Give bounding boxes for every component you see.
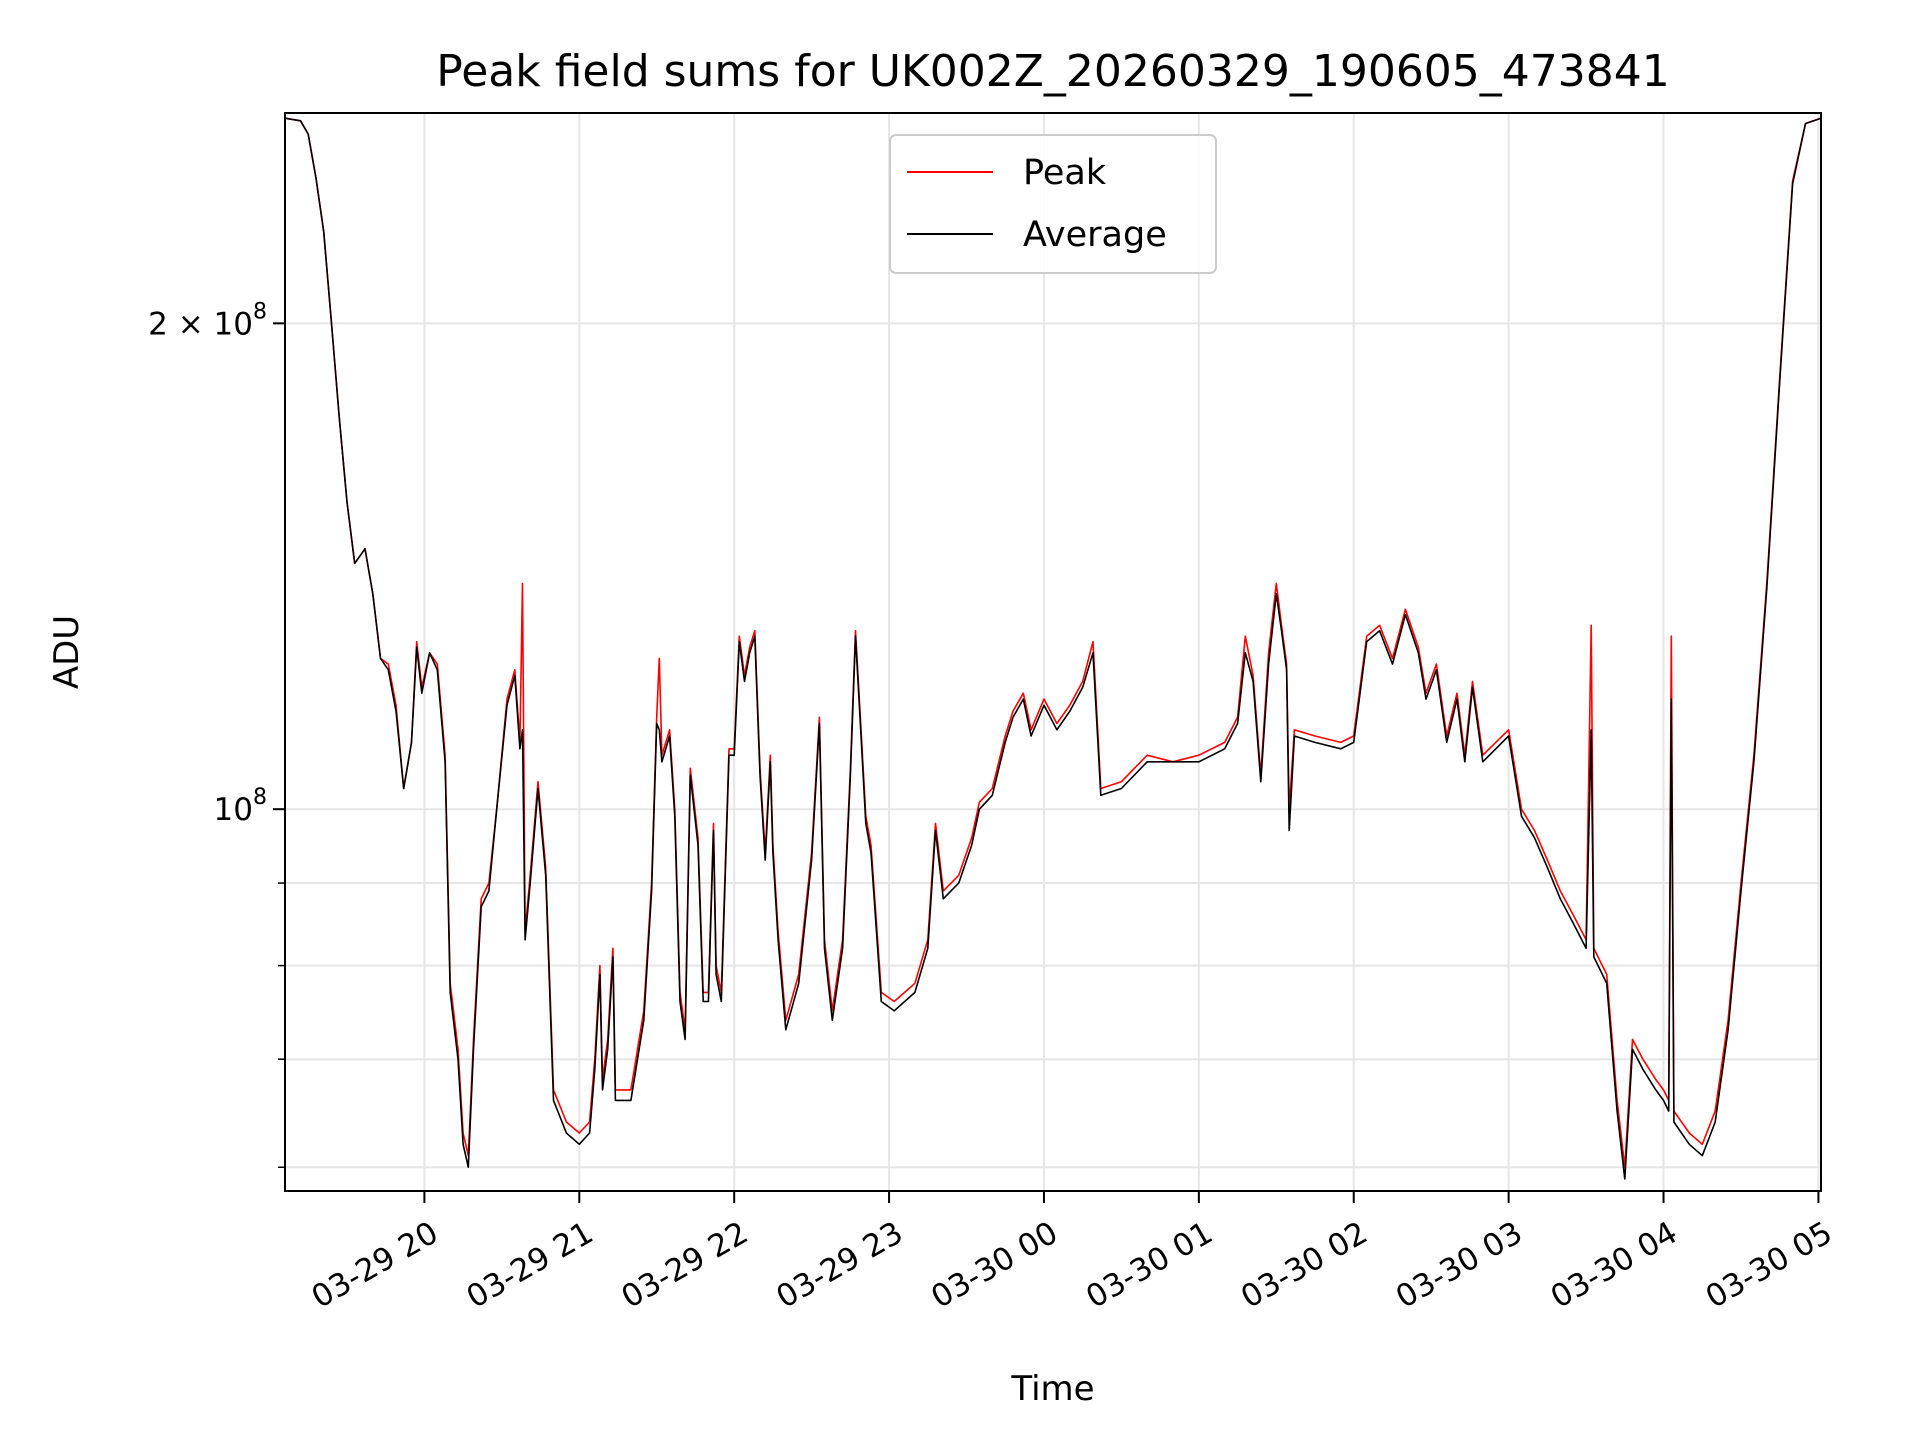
series-layer bbox=[284, 117, 1822, 1180]
series-line-average bbox=[284, 117, 1822, 1180]
y-tick-label: 2 × 108 bbox=[148, 299, 267, 342]
legend-box bbox=[889, 134, 1217, 274]
y-tick-base: 10 bbox=[214, 792, 253, 828]
grid bbox=[285, 113, 1821, 1191]
legend: Peak Average bbox=[889, 134, 1217, 274]
legend-label-average: Average bbox=[1023, 215, 1167, 255]
y-tick-coefficient: 2 × bbox=[148, 306, 213, 342]
y-tick-exponent: 8 bbox=[253, 785, 267, 810]
plot-frame bbox=[284, 112, 1822, 1192]
chart-title: Peak field sums for UK002Z_20260329_1906… bbox=[436, 46, 1670, 97]
y-axis-label: ADU bbox=[47, 615, 87, 689]
y-tick-exponent: 8 bbox=[253, 299, 267, 324]
y-tick-base: 10 bbox=[214, 306, 253, 342]
x-axis-label: Time bbox=[1010, 1369, 1094, 1409]
y-tick-label: 108 bbox=[214, 785, 267, 828]
legend-label-peak: Peak bbox=[1023, 153, 1107, 193]
